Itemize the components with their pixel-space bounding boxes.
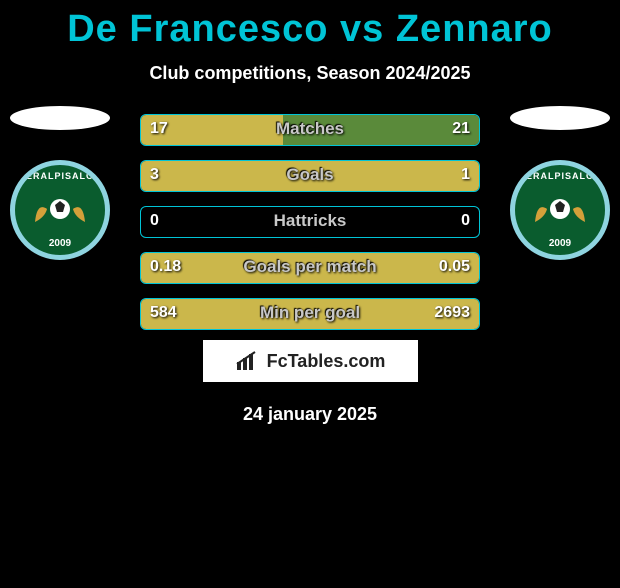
club-badge-text-right: ERALPISALO	[519, 171, 601, 181]
bar-value-left: 0.18	[150, 252, 181, 282]
bar-value-right: 0	[461, 206, 470, 236]
date-line: 24 january 2025	[0, 404, 620, 425]
bar-label: Min per goal	[140, 298, 480, 328]
bar-value-right: 1	[461, 160, 470, 190]
player-left-avatar-placeholder	[10, 106, 110, 130]
bar-value-right: 2693	[434, 298, 470, 328]
bar-value-left: 17	[150, 114, 168, 144]
club-badge-year-right: 2009	[515, 238, 605, 249]
chart-icon	[235, 350, 261, 372]
stat-row: Goals per match0.18 0.05	[140, 252, 480, 282]
bar-value-right: 21	[452, 114, 470, 144]
club-badge-text-left: ERALPISALO	[19, 171, 101, 181]
bar-label: Goals per match	[140, 252, 480, 282]
club-badge-year-left: 2009	[15, 238, 105, 249]
stat-row: Goals3 1	[140, 160, 480, 190]
bar-label: Hattricks	[140, 206, 480, 236]
comparison-infographic: De Francesco vs Zennaro Club competition…	[0, 8, 620, 588]
player-left-column: ERALPISALO 2009	[10, 106, 110, 260]
stat-row: Min per goal584 2693	[140, 298, 480, 328]
lions-ball-icon	[525, 187, 595, 227]
page-subtitle: Club competitions, Season 2024/2025	[0, 63, 620, 84]
comparison-bars: Matches17 21 Goals3 1 Hattricks0 0 Goals per m…	[140, 114, 480, 344]
bar-label: Matches	[140, 114, 480, 144]
lions-ball-icon	[25, 187, 95, 227]
bar-value-left: 0	[150, 206, 159, 236]
bar-value-left: 3	[150, 160, 159, 190]
stat-row: Matches17 21	[140, 114, 480, 144]
player-right-column: ERALPISALO 2009	[510, 106, 610, 260]
chart-area: ERALPISALO 2009 ERALPISALO	[0, 114, 620, 324]
bar-value-right: 0.05	[439, 252, 470, 282]
stat-row: Hattricks0 0	[140, 206, 480, 236]
bar-value-left: 584	[150, 298, 177, 328]
brand-logo-box: FcTables.com	[203, 340, 418, 382]
brand-text: FcTables.com	[267, 351, 386, 372]
player-right-avatar-placeholder	[510, 106, 610, 130]
bar-label: Goals	[140, 160, 480, 190]
player-right-club-badge: ERALPISALO 2009	[510, 160, 610, 260]
page-title: De Francesco vs Zennaro	[0, 8, 620, 51]
player-left-club-badge: ERALPISALO 2009	[10, 160, 110, 260]
